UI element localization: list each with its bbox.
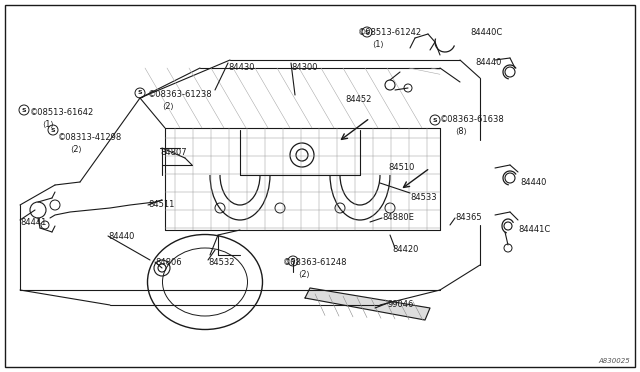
- Text: S: S: [291, 259, 295, 263]
- Text: ©08363-61638: ©08363-61638: [440, 115, 505, 124]
- Text: S: S: [51, 128, 55, 132]
- Text: 84440: 84440: [520, 178, 547, 187]
- Text: S: S: [138, 90, 142, 96]
- Text: 84533: 84533: [410, 193, 436, 202]
- Text: 84440: 84440: [108, 232, 134, 241]
- Polygon shape: [305, 288, 430, 320]
- Text: 84452: 84452: [345, 95, 371, 104]
- Text: 84441C: 84441C: [518, 225, 550, 234]
- Text: 84510: 84510: [388, 163, 414, 172]
- Text: 99046: 99046: [388, 300, 414, 309]
- Text: S: S: [22, 108, 26, 112]
- Text: 84365: 84365: [455, 213, 482, 222]
- Text: ⟨2⟩: ⟨2⟩: [162, 102, 173, 111]
- Text: 84532: 84532: [208, 258, 234, 267]
- Text: S: S: [433, 118, 437, 122]
- Text: S: S: [365, 29, 369, 35]
- Text: 84511: 84511: [148, 200, 174, 209]
- Text: 84807: 84807: [160, 148, 187, 157]
- Text: 84300: 84300: [291, 63, 317, 72]
- Text: ©08313-41298: ©08313-41298: [58, 133, 122, 142]
- Text: ⟨2⟩: ⟨2⟩: [70, 145, 82, 154]
- Text: 84430: 84430: [228, 63, 255, 72]
- Text: ©08363-61238: ©08363-61238: [148, 90, 212, 99]
- Text: 84440C: 84440C: [470, 28, 502, 37]
- Text: 84880E: 84880E: [382, 213, 414, 222]
- Text: ©08513-61242: ©08513-61242: [358, 28, 422, 37]
- Text: 84420: 84420: [392, 245, 419, 254]
- Text: 84806: 84806: [155, 258, 182, 267]
- Text: ©08363-61248: ©08363-61248: [283, 258, 348, 267]
- Text: 84441: 84441: [20, 218, 46, 227]
- Text: ⟨1⟩: ⟨1⟩: [42, 120, 54, 129]
- Text: ⟨1⟩: ⟨1⟩: [372, 40, 384, 49]
- Text: ⟨2⟩: ⟨2⟩: [298, 270, 310, 279]
- Text: ©08513-61642: ©08513-61642: [30, 108, 94, 117]
- Text: 84440: 84440: [475, 58, 501, 67]
- Text: ⟨8⟩: ⟨8⟩: [455, 127, 467, 136]
- Text: A83 0025: A83 0025: [598, 358, 630, 364]
